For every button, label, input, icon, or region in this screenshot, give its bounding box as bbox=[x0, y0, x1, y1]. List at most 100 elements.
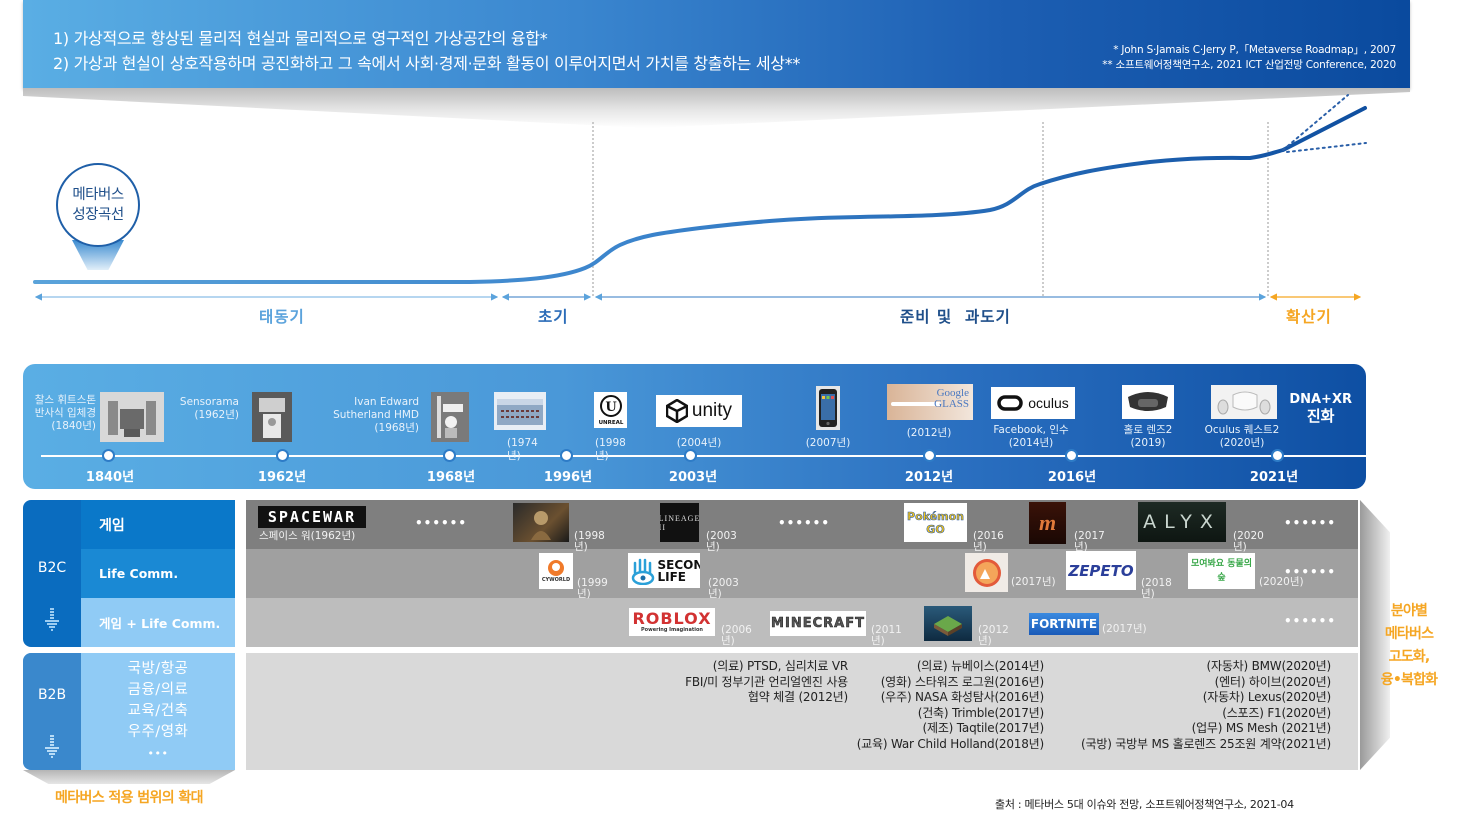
dna-xr-evolution: DNA+XR 진화 bbox=[1289, 392, 1352, 425]
bubble-line-1: 메타버스 bbox=[72, 187, 124, 203]
phase-early: 초기 bbox=[538, 308, 569, 326]
lineage-character-image bbox=[513, 503, 569, 542]
caption-2018: (2018 년) bbox=[1141, 577, 1172, 600]
pokemon-go-logo: Pokémon GO bbox=[904, 503, 967, 542]
event-caption-sutherland-hmd: Ivan Edward Sutherland HMD (1968년) bbox=[333, 396, 419, 434]
timeline-dot-2003 bbox=[684, 449, 697, 462]
timeline-dot-1996 bbox=[560, 449, 573, 462]
banner-shadow bbox=[23, 88, 1410, 128]
timeline-year: 1968년 bbox=[426, 470, 476, 485]
event-caption-hololens2: 홀로 렌즈2 (2019) bbox=[1123, 424, 1173, 449]
ellipsis: •••••• bbox=[415, 516, 468, 530]
b2c-row-life-comm: Life Comm. bbox=[81, 549, 235, 598]
timeline-year: 1962년 bbox=[257, 470, 307, 485]
b2c-row-game-life-comm: 게임 + Life Comm. bbox=[81, 598, 235, 647]
life-comm-row bbox=[246, 549, 1358, 598]
b2b-cases-col2: (의료) 뉴베이스(2014년) (영화) 스타워즈 로그원(2016년) (우주)… bbox=[856, 659, 1044, 751]
b2b-field-list: 국방/항공 금융/의료 교육/건축 우주/영화 ••• bbox=[127, 661, 189, 760]
spacewar-logo: SPACEWAR bbox=[258, 506, 366, 528]
ellipsis: •••••• bbox=[778, 516, 831, 530]
ellipsis: •••••• bbox=[1284, 516, 1337, 530]
event-caption-stereoscope: 찰스 휘트스톤 반사식 입체경 (1840년) bbox=[34, 394, 96, 432]
event-caption-quest2: Oculus 퀘스트2 (2020년) bbox=[1204, 424, 1280, 449]
second-life-logo: SECOND LIFE bbox=[628, 553, 700, 588]
caption-2003: (2003 년) bbox=[708, 577, 739, 600]
b2c-side: B2C bbox=[23, 500, 81, 647]
oculus-logo: oculus bbox=[991, 387, 1075, 419]
caption-2017: (2017 년) bbox=[1074, 530, 1105, 553]
phase-transition: 준비 및 과도기 bbox=[900, 308, 1011, 326]
caption-2020-animal-crossing: (2020년) bbox=[1259, 576, 1304, 588]
sandbox-game-image bbox=[924, 606, 972, 641]
definition-2: 2) 가상과 현실이 상호작용하며 공진화하고 그 속에서 사회·경제·문화 활… bbox=[53, 54, 801, 73]
svg-text:U: U bbox=[605, 400, 617, 415]
b2b-cases-col3: (자동차) BMW(2020년) (엔터) 하이브(2020년) (자동차) Lex… bbox=[1081, 659, 1331, 751]
google-glass-image: Google GLASS bbox=[887, 384, 973, 420]
lineage-m-logo: m bbox=[1029, 502, 1066, 544]
roblox-logo: ROBLOX Powering Imagination bbox=[629, 608, 715, 636]
event-caption-1998: (1998 년) bbox=[595, 437, 626, 462]
event-caption-2007: (2007년) bbox=[805, 437, 851, 449]
timeline-year: 1996년 bbox=[543, 470, 593, 485]
caption-2006: (2006 년) bbox=[721, 624, 752, 647]
b2b-side: B2B bbox=[23, 653, 81, 770]
timeline-year: 2016년 bbox=[1047, 470, 1097, 485]
caption-2012: (2012 년) bbox=[978, 624, 1009, 647]
right-wedge bbox=[1360, 500, 1390, 770]
lineage2-logo: LINEAGE II bbox=[660, 503, 699, 542]
event-caption-2004: (2004년) bbox=[676, 437, 722, 449]
caption-1998: (1998 년) bbox=[574, 530, 605, 553]
phase-expansion: 확산기 bbox=[1286, 308, 1332, 326]
alyx-logo: ALYX bbox=[1138, 502, 1226, 542]
sensorama-image bbox=[252, 392, 292, 442]
reference-2: ** 소프트웨어정책연구소, 2021 ICT 산업전망 Conference,… bbox=[1102, 59, 1396, 71]
bubble-line-2: 성장곡선 bbox=[72, 207, 124, 223]
caption-1999: (1999 년) bbox=[577, 577, 608, 600]
b2b-label: B2B bbox=[37, 687, 67, 703]
b2b-panel: B2B 국방/항공 금융/의료 교육/건축 우주/영화 ••• bbox=[23, 653, 235, 770]
ellipsis: •••••• bbox=[1284, 614, 1337, 628]
growth-curve-bubble: 메타버스 성장곡선 bbox=[56, 163, 140, 247]
event-caption-sensorama: Sensorama (1962년) bbox=[179, 396, 239, 421]
panel-shadow bbox=[23, 770, 235, 784]
timeline-dot-2016 bbox=[1065, 449, 1078, 462]
ellipsis: •••••• bbox=[1284, 565, 1337, 579]
caption-2003: (2003 년) bbox=[706, 530, 737, 553]
timeline-year: 2021년 bbox=[1249, 470, 1299, 485]
b2c-panel: B2C 게임 Life Comm. 게임 + Life Comm. bbox=[23, 500, 235, 647]
event-caption-oculus: Facebook, 인수 (2014년) bbox=[993, 424, 1069, 449]
timeline-year: 2012년 bbox=[904, 470, 954, 485]
event-caption-2012: (2012년) bbox=[906, 427, 952, 439]
iphone-image bbox=[816, 386, 840, 430]
cyworld-logo: CYWORLD bbox=[539, 553, 573, 589]
definition-banner: 1) 가상적으로 향상된 물리적 현실과 물리적으로 영구적인 가상공간의 융합… bbox=[23, 0, 1410, 88]
timeline-dot-1968 bbox=[443, 449, 456, 462]
spacewar-caption: 스페이스 워(1962년) bbox=[259, 530, 356, 542]
caption-2016: (2016 년) bbox=[973, 530, 1004, 553]
stereoscope-image bbox=[100, 392, 164, 442]
decentraland-logo bbox=[965, 553, 1008, 592]
b2b-case-box bbox=[246, 653, 1358, 770]
zepeto-logo: ZEPETO bbox=[1066, 551, 1136, 590]
minecraft-logo: MINECRAFT bbox=[770, 611, 866, 636]
unreal-logo: U UNREAL bbox=[594, 392, 627, 428]
altair-computer-image bbox=[494, 392, 546, 430]
b2c-row-game: 게임 bbox=[81, 500, 235, 549]
sutherland-hmd-image bbox=[431, 392, 469, 442]
unity-logo: unity bbox=[656, 395, 742, 427]
oculus-quest2-image bbox=[1211, 385, 1277, 419]
phase-emergence: 태동기 bbox=[259, 308, 305, 326]
timeline-dot-1840 bbox=[102, 449, 115, 462]
definition-1: 1) 가상적으로 향상된 물리적 현실과 물리적으로 영구적인 가상공간의 융합… bbox=[53, 29, 548, 48]
timeline-dot-2021 bbox=[1271, 449, 1284, 462]
timeline-year: 1840년 bbox=[85, 470, 135, 485]
caption-2020: (2020 년) bbox=[1233, 530, 1264, 553]
svg-text:UNREAL: UNREAL bbox=[598, 420, 623, 426]
b2b-cases-col1: (의료) PTSD, 심리치료 VR FBI/미 정부기관 언리얼엔진 사용 협약 … bbox=[685, 659, 848, 705]
caption-2017-decentraland: (2017년) bbox=[1011, 576, 1056, 588]
reference-1: * John S·Jamais C·Jerry P,「Metaverse Roa… bbox=[1113, 44, 1396, 56]
scope-expansion-caption: 메타버스 적용 범위의 확대 bbox=[55, 790, 204, 806]
down-arrow-icon bbox=[45, 608, 59, 631]
hololens2-image bbox=[1122, 385, 1174, 419]
caption-2011: (2011 년) bbox=[871, 624, 902, 647]
